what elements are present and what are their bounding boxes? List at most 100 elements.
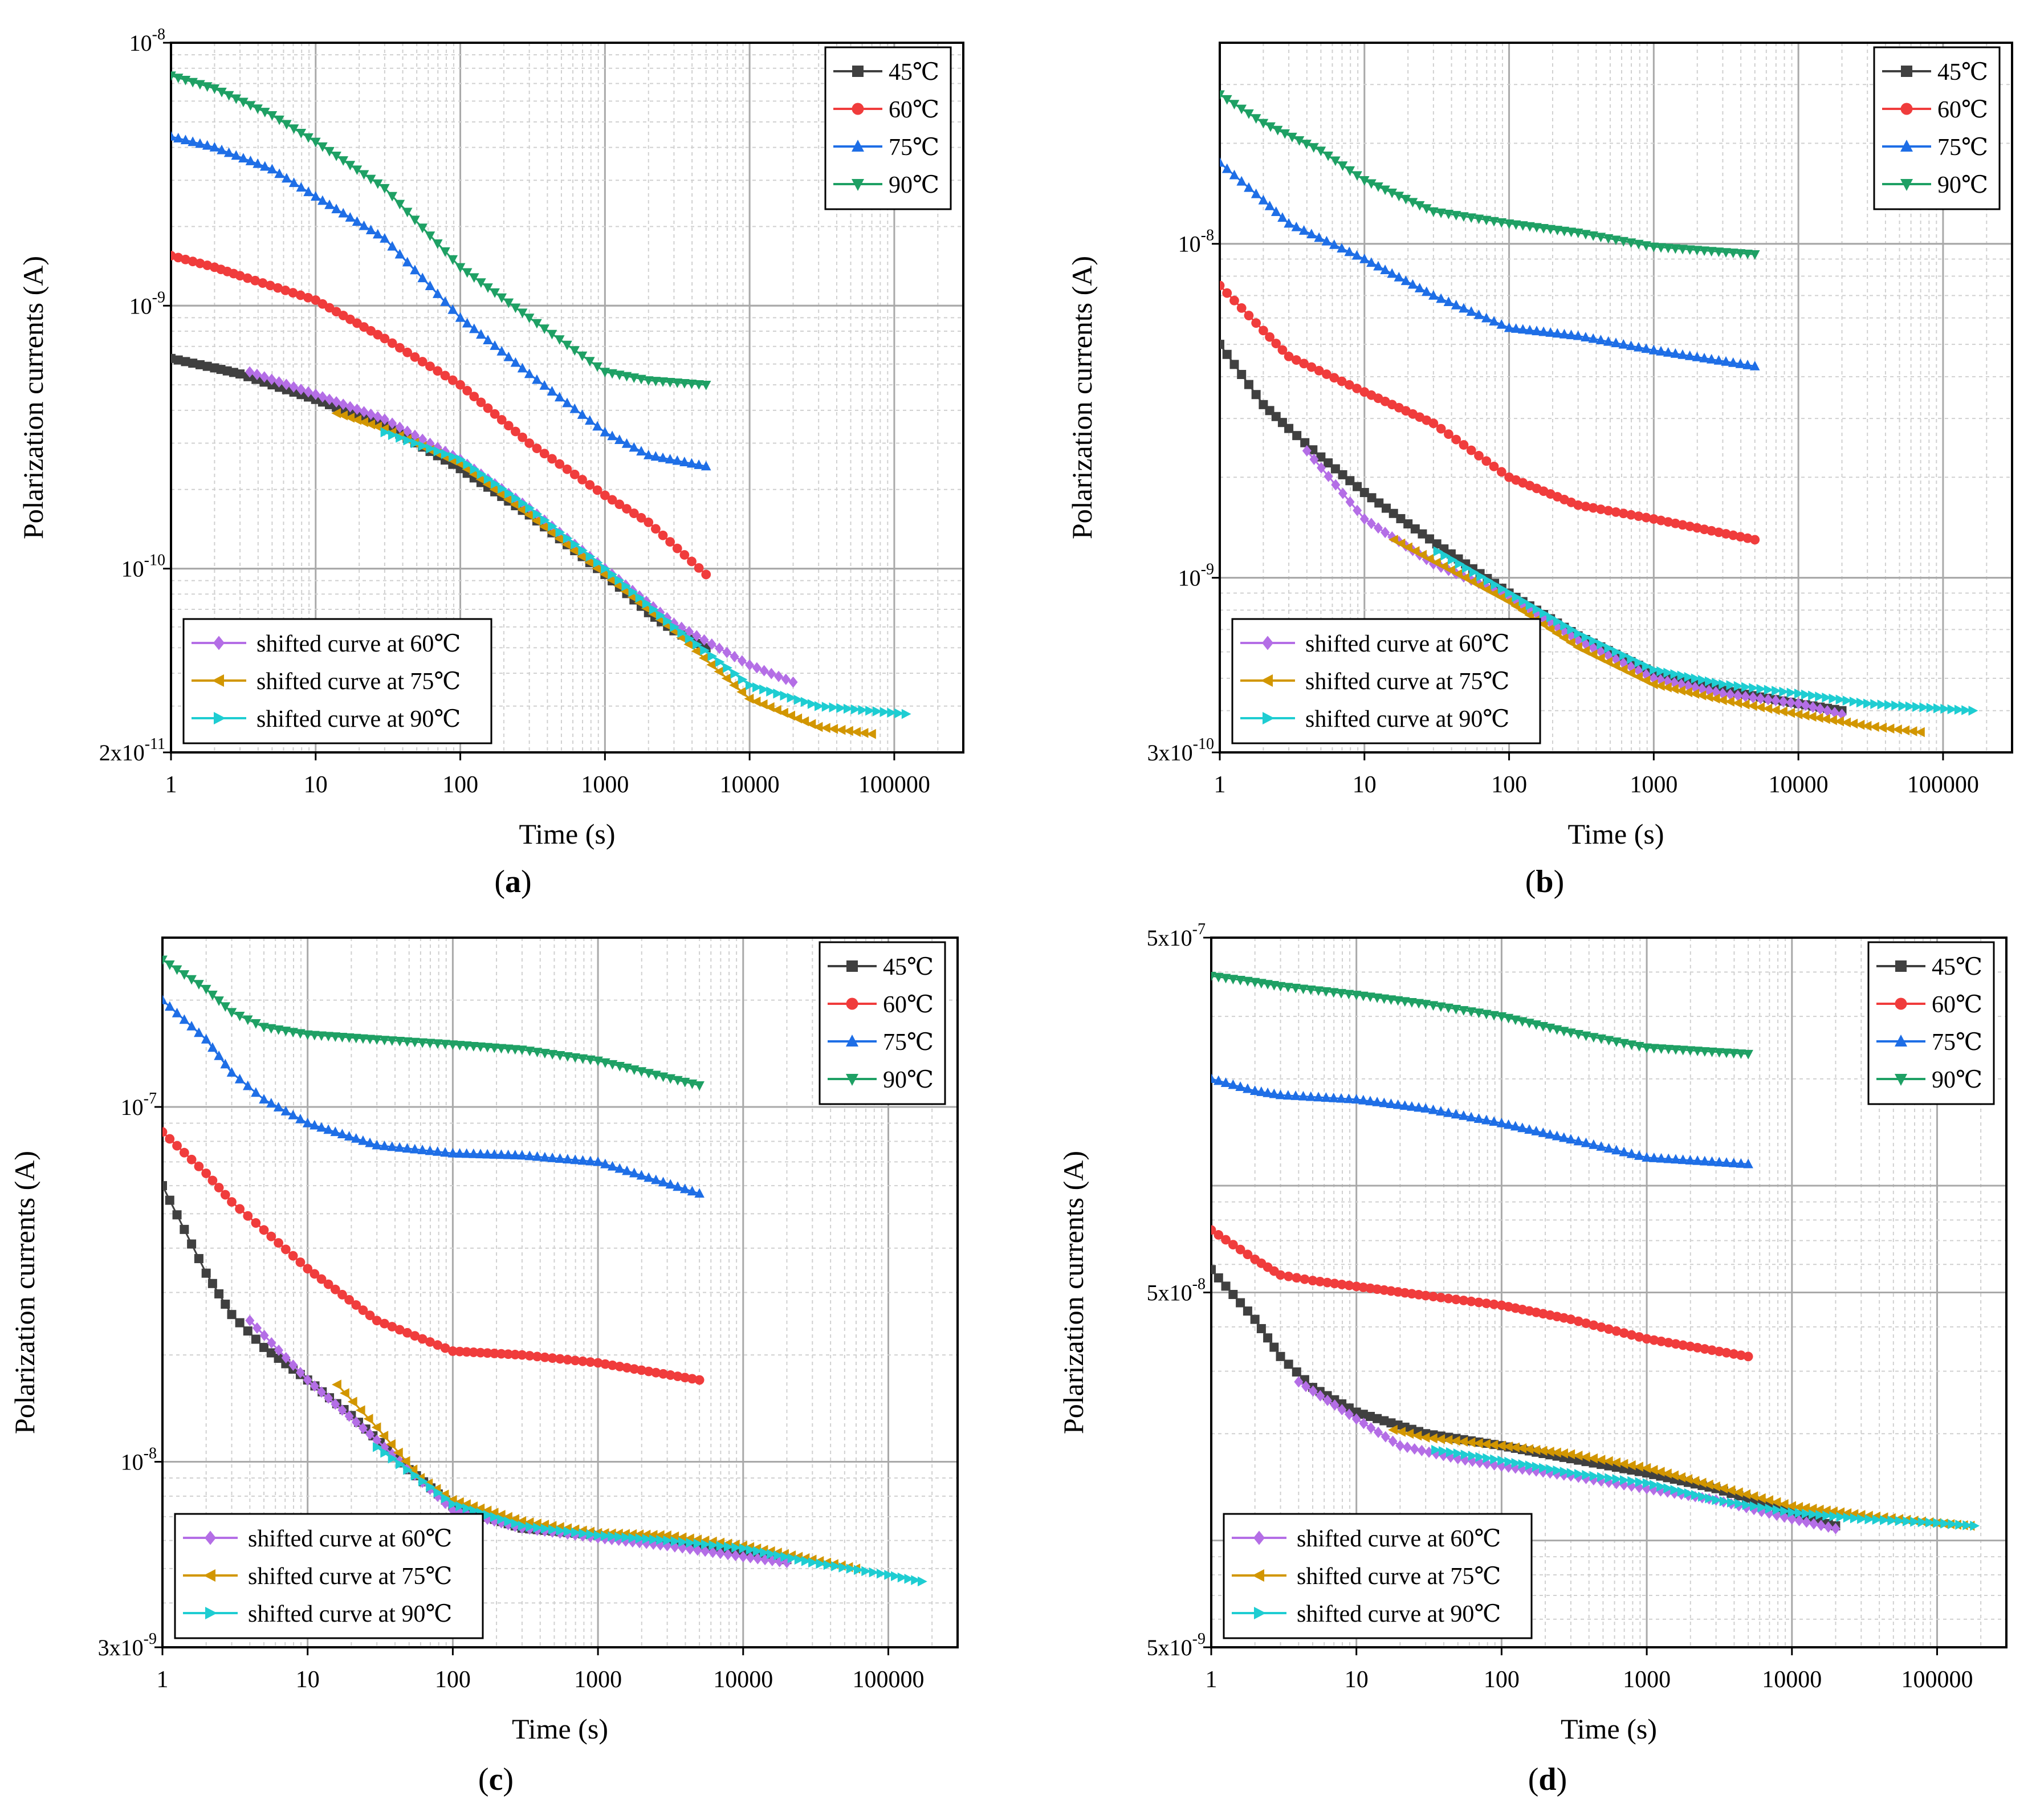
data-point [311,388,320,400]
data-point [1432,539,1442,549]
data-point [1306,362,1317,372]
data-point [1474,1297,1484,1308]
data-point [1323,1394,1333,1406]
data-point [539,380,549,390]
data-point [179,1014,190,1024]
data-point [911,1575,921,1585]
data-point [1581,230,1591,240]
legend-marker [205,1530,216,1545]
data-point [379,1141,390,1150]
data-point [243,1211,253,1221]
data-point [781,673,791,685]
data-point [251,1087,261,1097]
data-point [483,403,493,413]
data-point [1685,522,1695,531]
data-point [1344,1280,1354,1290]
data-point [1269,1342,1279,1352]
data-point [1450,1435,1460,1446]
data-point [679,1183,690,1194]
data-point [1828,1506,1838,1517]
data-point [851,727,861,737]
data-point [1489,1116,1499,1126]
data-point [440,1040,450,1050]
data-point [739,1543,749,1554]
data-point [622,1363,632,1373]
data-point [1545,225,1556,235]
data-point [687,1079,698,1089]
data-point [1743,1049,1753,1060]
data-point [324,146,335,157]
data-point [238,97,249,108]
series-group [1220,90,1978,738]
data-point [1611,1145,1622,1155]
data-point [1271,339,1281,349]
data-point [164,1001,175,1011]
data-point [627,592,637,602]
data-point [1428,207,1439,217]
data-point [1264,200,1275,210]
data-point [462,1503,473,1514]
data-point [252,368,262,380]
data-point [1221,1235,1231,1245]
data-point [1392,1099,1403,1109]
data-point [1290,1090,1301,1100]
data-point [1670,669,1680,679]
data-point [378,1431,389,1441]
data-point [1589,1320,1599,1330]
data-point [251,1019,261,1029]
data-point [1641,512,1651,523]
panel-label: (d) [1528,1762,1567,1797]
data-point [569,403,580,413]
data-point [1915,727,1925,738]
data-point [1537,1446,1548,1456]
data-point [1428,290,1439,300]
data-point [1388,535,1398,545]
data-point [1692,246,1703,256]
data-point [281,1351,291,1363]
data-point [1531,1126,1541,1135]
data-point [1736,1158,1746,1168]
y-tick-label: 10-7 [121,1090,157,1120]
data-point [469,469,478,479]
data-point [235,1204,245,1214]
data-point [475,1149,486,1159]
data-point [510,1045,520,1055]
data-point [207,1175,218,1186]
data-point [563,1526,573,1537]
legend-marker [1895,960,1907,972]
data-point [1648,679,1658,690]
data-point [622,1165,632,1175]
data-point [1940,703,1951,714]
data-point [1648,514,1659,524]
data-point [180,1224,189,1234]
data-point [843,726,853,736]
legend-box [1873,46,2001,210]
series [162,1127,705,1385]
data-point [337,1289,347,1300]
series [171,353,711,653]
data-point [425,231,435,241]
data-point [1589,636,1599,646]
legend-label: shifted curve at 90℃ [1305,706,1509,732]
data-point [854,1565,864,1575]
data-point [345,401,355,413]
data-point [665,1179,676,1189]
data-point [433,1340,443,1350]
data-point [679,1077,690,1088]
data-point [1220,280,1225,291]
data-point [220,1002,231,1012]
y-tick-label: 5x10-9 [1147,1630,1206,1660]
data-point [760,1548,769,1558]
series-line [1220,162,1755,367]
data-point [1473,214,1484,225]
data-point [1595,653,1605,663]
series [171,251,711,580]
data-point [608,1360,617,1370]
data-point [642,598,652,609]
series-line [162,999,700,1195]
data-point [651,1070,661,1081]
data-point [1473,1008,1484,1019]
data-point [779,707,788,718]
